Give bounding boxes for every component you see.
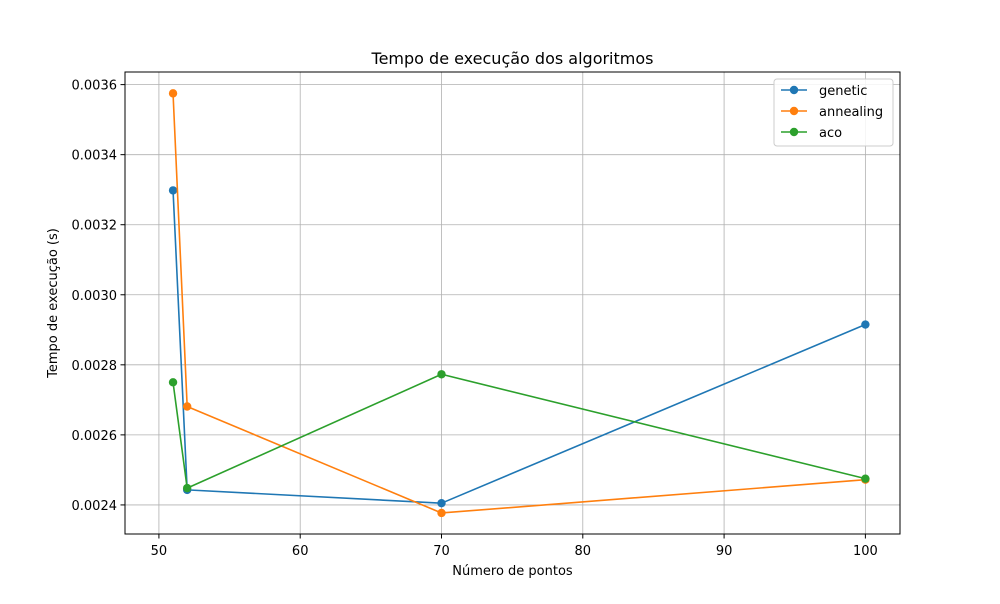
data-point-genetic [168,186,178,195]
series-genetic [168,186,870,508]
legend-items: genetic annealing aco [781,84,883,141]
x-tick-label: 90 [716,544,733,559]
y-tick-label: 0.0026 [72,429,118,444]
y-tick-label: 0.0034 [72,149,118,164]
data-point-annealing [182,402,192,411]
y-tick-label: 0.0024 [72,499,118,514]
tick-layer: 50 60 70 80 90 100 0.0024 0.0026 0.0028 0.0030 0.0… [72,79,878,559]
series-line-annealing [172,93,866,514]
y-tick-label: 0.0036 [72,79,118,94]
data-point-annealing [168,89,178,98]
y-axis-label: Tempo de execução (s) [46,228,61,379]
x-axis-label: Número de pontos [452,564,573,579]
legend-label: aco [819,126,842,141]
x-tick-label: 60 [292,544,309,559]
data-point-aco [437,370,446,379]
legend-box [773,78,894,147]
data-point-genetic [861,320,870,329]
plot-frame [124,71,901,535]
legend-item-aco: aco [781,126,842,141]
data-point-genetic [437,498,446,508]
series-layer [168,89,870,518]
x-tick-label: 50 [151,544,168,559]
series-line-genetic [172,190,866,504]
legend-marker [789,106,799,116]
series-annealing [168,89,870,518]
grid-layer [125,72,900,534]
x-tick-label: 80 [575,544,592,559]
legend-marker [789,127,799,137]
y-tick-label: 0.0030 [72,289,118,304]
data-point-aco [168,378,178,387]
x-tick-label: 100 [853,544,878,559]
x-tick-label: 70 [433,544,450,559]
legend-label: genetic [819,84,867,99]
legend-item-annealing: annealing [781,105,883,120]
series-aco [168,370,870,493]
legend-marker [789,85,799,95]
data-point-aco [861,474,870,483]
data-point-aco [182,483,192,493]
chart-title: Tempo de execução dos algoritmos [371,49,654,68]
data-point-annealing [437,508,446,518]
legend-item-genetic: genetic [781,84,867,99]
series-line-aco [172,373,866,489]
y-tick-label: 0.0028 [72,359,118,374]
legend: genetic annealing aco [773,78,894,147]
y-tick-label: 0.0032 [72,219,118,234]
legend-label: annealing [819,105,883,120]
